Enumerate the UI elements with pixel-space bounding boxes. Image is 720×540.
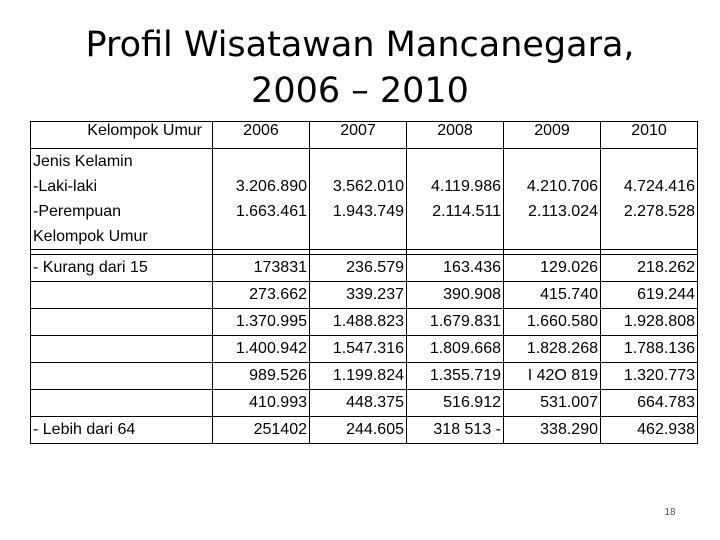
table-cell: 1.928.808 (600, 308, 698, 336)
slide-title: Profil Wisatawan Mancanegara, 2006 – 201… (0, 22, 720, 114)
age-row-label (30, 362, 213, 390)
table-cell: 989.526 (212, 362, 310, 390)
table-cell: 338.290 (503, 416, 601, 444)
age-section-label: Kelompok Umur (33, 228, 148, 245)
year-header: 2008 (406, 121, 504, 149)
table-cell: 1.788.136 (600, 335, 698, 363)
table-cell: 1.320.773 (600, 362, 698, 390)
table-cell: 4.210.706 (526, 178, 598, 195)
header-label: Kelompok Umur (30, 121, 213, 149)
table-cell: 1.660.580 (503, 308, 601, 336)
slide-title-line-2: 2006 – 2010 (251, 71, 469, 111)
slide-title-line-1: Profil Wisatawan Mancanegara, (85, 25, 635, 65)
gender-label-cell: Jenis Kelamin -Laki-laki -Perempuan Kelo… (30, 148, 213, 250)
year-header: 2006 (212, 121, 310, 149)
table-cell: 1.663.461 (235, 203, 307, 220)
table-cell: 3.206.890 (235, 178, 307, 195)
table-cell: 390.908 (406, 281, 504, 309)
table-cell: 415.740 (503, 281, 601, 309)
table-cell: 2.278.528 (623, 203, 695, 220)
table-cell: 129.026 (503, 254, 601, 282)
table-row: - Kurang dari 15 173831 236.579 163.436 … (30, 254, 698, 282)
table-cell: 1.400.942 (212, 335, 310, 363)
table-cell: 1.547.316 (309, 335, 407, 363)
table-cell: 619.244 (600, 281, 698, 309)
age-row-label (30, 308, 213, 336)
age-row-label (30, 281, 213, 309)
age-row-label (30, 389, 213, 417)
table-cell: 2.113.024 (528, 203, 598, 220)
table-cell: 318 513 - (406, 416, 504, 444)
table-cell: 273.662 (212, 281, 310, 309)
table-cell: 448.375 (309, 389, 407, 417)
year-header: 2007 (309, 121, 407, 149)
year-header: 2010 (600, 121, 698, 149)
table-cell: 4.119.986 (431, 178, 501, 195)
table-cell: 1.370.995 (212, 308, 310, 336)
table-cell: 664.783 (600, 389, 698, 417)
table-cell: 516.912 (406, 389, 504, 417)
tourist-profile-table: Kelompok Umur 2006 2007 2008 2009 2010 J… (30, 121, 698, 444)
gender-section-row: Jenis Kelamin -Laki-laki -Perempuan Kelo… (30, 148, 698, 250)
gender-values-2006: 3.206.890 1.663.461 (212, 148, 310, 250)
table-cell: 236.579 (309, 254, 407, 282)
gender-values-2007: 3.562.010 1.943.749 (309, 148, 407, 250)
table-cell: 1.199.824 (309, 362, 407, 390)
table-cell: 462.938 (600, 416, 698, 444)
gender-values-2010: 4.724.416 2.278.528 (600, 148, 698, 250)
table-row: - Lebih dari 64 251402 244.605 318 513 -… (30, 416, 698, 444)
table-cell: 173831 (212, 254, 310, 282)
table-cell: 244.605 (309, 416, 407, 444)
gender-row-label: -Perempuan (33, 203, 122, 220)
age-row-label: - Kurang dari 15 (30, 254, 213, 282)
table-cell: 339.237 (309, 281, 407, 309)
table-header-row: Kelompok Umur 2006 2007 2008 2009 2010 (30, 121, 698, 149)
table-cell: 251402 (212, 416, 310, 444)
table-cell: 163.436 (406, 254, 504, 282)
table-cell: 3.562.010 (332, 178, 404, 195)
table-cell: 1.355.719 (406, 362, 504, 390)
gender-values-2008: 4.119.986 2.114.511 (406, 148, 504, 250)
table-row: 410.993 448.375 516.912 531.007 664.783 (30, 389, 698, 417)
table-row: 1.370.995 1.488.823 1.679.831 1.660.580 … (30, 308, 698, 336)
year-header: 2009 (503, 121, 601, 149)
table-cell: I 42O 819 (503, 362, 601, 390)
table-cell: 1.828.268 (503, 335, 601, 363)
table-cell: 531.007 (503, 389, 601, 417)
age-row-label: - Lebih dari 64 (30, 416, 213, 444)
table-cell: 1.943.749 (332, 203, 404, 220)
table-cell: 2.114.511 (432, 203, 501, 220)
table-cell: 1.809.668 (406, 335, 504, 363)
table-cell: 1.488.823 (309, 308, 407, 336)
gender-values-2009: 4.210.706 2.113.024 (503, 148, 601, 250)
gender-row-label: -Laki-laki (33, 178, 98, 195)
table-cell: 410.993 (212, 389, 310, 417)
gender-section-label: Jenis Kelamin (33, 153, 133, 170)
table-row: 273.662 339.237 390.908 415.740 619.244 (30, 281, 698, 309)
age-row-label (30, 335, 213, 363)
table-row: 1.400.942 1.547.316 1.809.668 1.828.268 … (30, 335, 698, 363)
page-number: 18 (664, 507, 676, 518)
table-cell: 4.724.416 (623, 178, 695, 195)
table-cell: 1.679.831 (406, 308, 504, 336)
table-cell: 218.262 (600, 254, 698, 282)
table-row: 989.526 1.199.824 1.355.719 I 42O 819 1.… (30, 362, 698, 390)
